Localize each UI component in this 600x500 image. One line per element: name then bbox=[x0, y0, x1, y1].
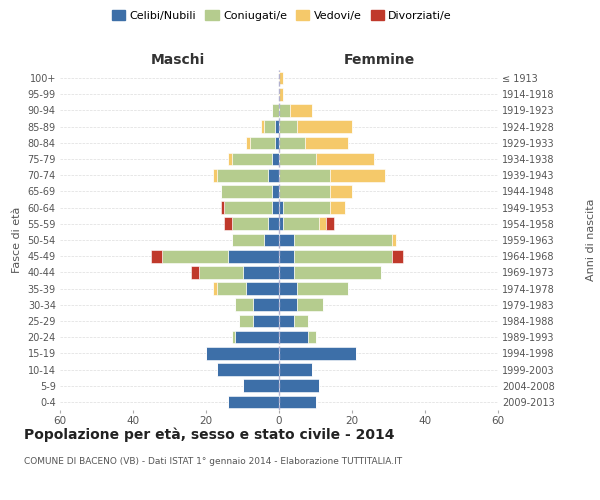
Bar bbox=[297, 282, 349, 295]
Bar bbox=[242, 380, 279, 392]
Bar bbox=[217, 363, 279, 376]
Bar bbox=[279, 266, 293, 278]
Bar bbox=[279, 250, 293, 262]
Bar bbox=[199, 266, 242, 278]
Bar bbox=[279, 136, 305, 149]
Bar bbox=[279, 347, 356, 360]
Bar bbox=[265, 234, 279, 246]
Bar bbox=[214, 169, 217, 181]
Text: Femmine: Femmine bbox=[344, 54, 415, 68]
Bar bbox=[191, 266, 199, 278]
Bar bbox=[279, 396, 316, 408]
Bar bbox=[283, 218, 319, 230]
Bar bbox=[316, 152, 374, 166]
Bar bbox=[279, 120, 297, 133]
Bar bbox=[221, 202, 224, 214]
Bar bbox=[279, 169, 330, 181]
Bar bbox=[272, 152, 279, 166]
Bar bbox=[272, 104, 279, 117]
Bar bbox=[279, 72, 283, 85]
Legend: Celibi/Nubili, Coniugati/e, Vedovi/e, Divorziati/e: Celibi/Nubili, Coniugati/e, Vedovi/e, Di… bbox=[110, 8, 454, 24]
Bar bbox=[265, 120, 275, 133]
Bar bbox=[392, 234, 396, 246]
Bar bbox=[279, 152, 316, 166]
Bar bbox=[279, 234, 293, 246]
Bar bbox=[272, 202, 279, 214]
Bar bbox=[224, 218, 232, 230]
Bar bbox=[272, 185, 279, 198]
Bar bbox=[279, 218, 283, 230]
Bar bbox=[246, 282, 279, 295]
Bar bbox=[246, 136, 250, 149]
Bar bbox=[261, 120, 265, 133]
Bar bbox=[228, 250, 279, 262]
Bar bbox=[232, 234, 265, 246]
Bar bbox=[283, 202, 330, 214]
Bar bbox=[221, 185, 272, 198]
Text: Maschi: Maschi bbox=[151, 54, 205, 68]
Bar bbox=[239, 314, 253, 328]
Y-axis label: Fasce di età: Fasce di età bbox=[12, 207, 22, 273]
Bar bbox=[214, 282, 217, 295]
Text: Anni di nascita: Anni di nascita bbox=[586, 198, 596, 281]
Bar bbox=[279, 298, 297, 311]
Bar bbox=[242, 266, 279, 278]
Bar bbox=[275, 120, 279, 133]
Bar bbox=[305, 136, 349, 149]
Bar bbox=[279, 202, 283, 214]
Bar bbox=[290, 104, 312, 117]
Bar bbox=[293, 250, 392, 262]
Bar bbox=[297, 298, 323, 311]
Bar bbox=[279, 185, 330, 198]
Bar bbox=[217, 169, 268, 181]
Bar bbox=[268, 218, 279, 230]
Bar bbox=[250, 136, 275, 149]
Bar bbox=[293, 314, 308, 328]
Bar bbox=[253, 314, 279, 328]
Bar bbox=[326, 218, 334, 230]
Bar bbox=[228, 396, 279, 408]
Bar bbox=[224, 202, 272, 214]
Bar bbox=[228, 152, 232, 166]
Bar bbox=[268, 169, 279, 181]
Bar bbox=[319, 218, 326, 230]
Bar bbox=[162, 250, 228, 262]
Bar bbox=[279, 314, 293, 328]
Bar bbox=[151, 250, 162, 262]
Bar bbox=[308, 331, 316, 344]
Bar bbox=[279, 104, 290, 117]
Bar bbox=[279, 88, 283, 101]
Bar bbox=[279, 331, 308, 344]
Bar bbox=[279, 282, 297, 295]
Bar bbox=[330, 169, 385, 181]
Bar bbox=[275, 136, 279, 149]
Bar bbox=[330, 202, 345, 214]
Bar bbox=[279, 380, 319, 392]
Bar bbox=[217, 282, 246, 295]
Bar bbox=[232, 152, 272, 166]
Text: Popolazione per età, sesso e stato civile - 2014: Popolazione per età, sesso e stato civil… bbox=[24, 428, 395, 442]
Bar bbox=[392, 250, 403, 262]
Bar bbox=[297, 120, 352, 133]
Bar bbox=[232, 331, 235, 344]
Bar bbox=[253, 298, 279, 311]
Bar bbox=[235, 298, 253, 311]
Bar bbox=[330, 185, 352, 198]
Bar bbox=[279, 363, 312, 376]
Bar bbox=[206, 347, 279, 360]
Bar bbox=[293, 234, 392, 246]
Bar bbox=[235, 331, 279, 344]
Bar bbox=[232, 218, 268, 230]
Text: COMUNE DI BACENO (VB) - Dati ISTAT 1° gennaio 2014 - Elaborazione TUTTITALIA.IT: COMUNE DI BACENO (VB) - Dati ISTAT 1° ge… bbox=[24, 458, 402, 466]
Bar bbox=[293, 266, 381, 278]
